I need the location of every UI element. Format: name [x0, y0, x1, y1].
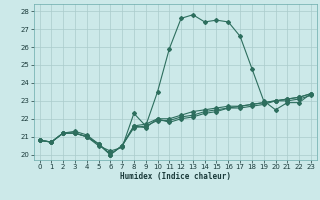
- X-axis label: Humidex (Indice chaleur): Humidex (Indice chaleur): [120, 172, 231, 181]
